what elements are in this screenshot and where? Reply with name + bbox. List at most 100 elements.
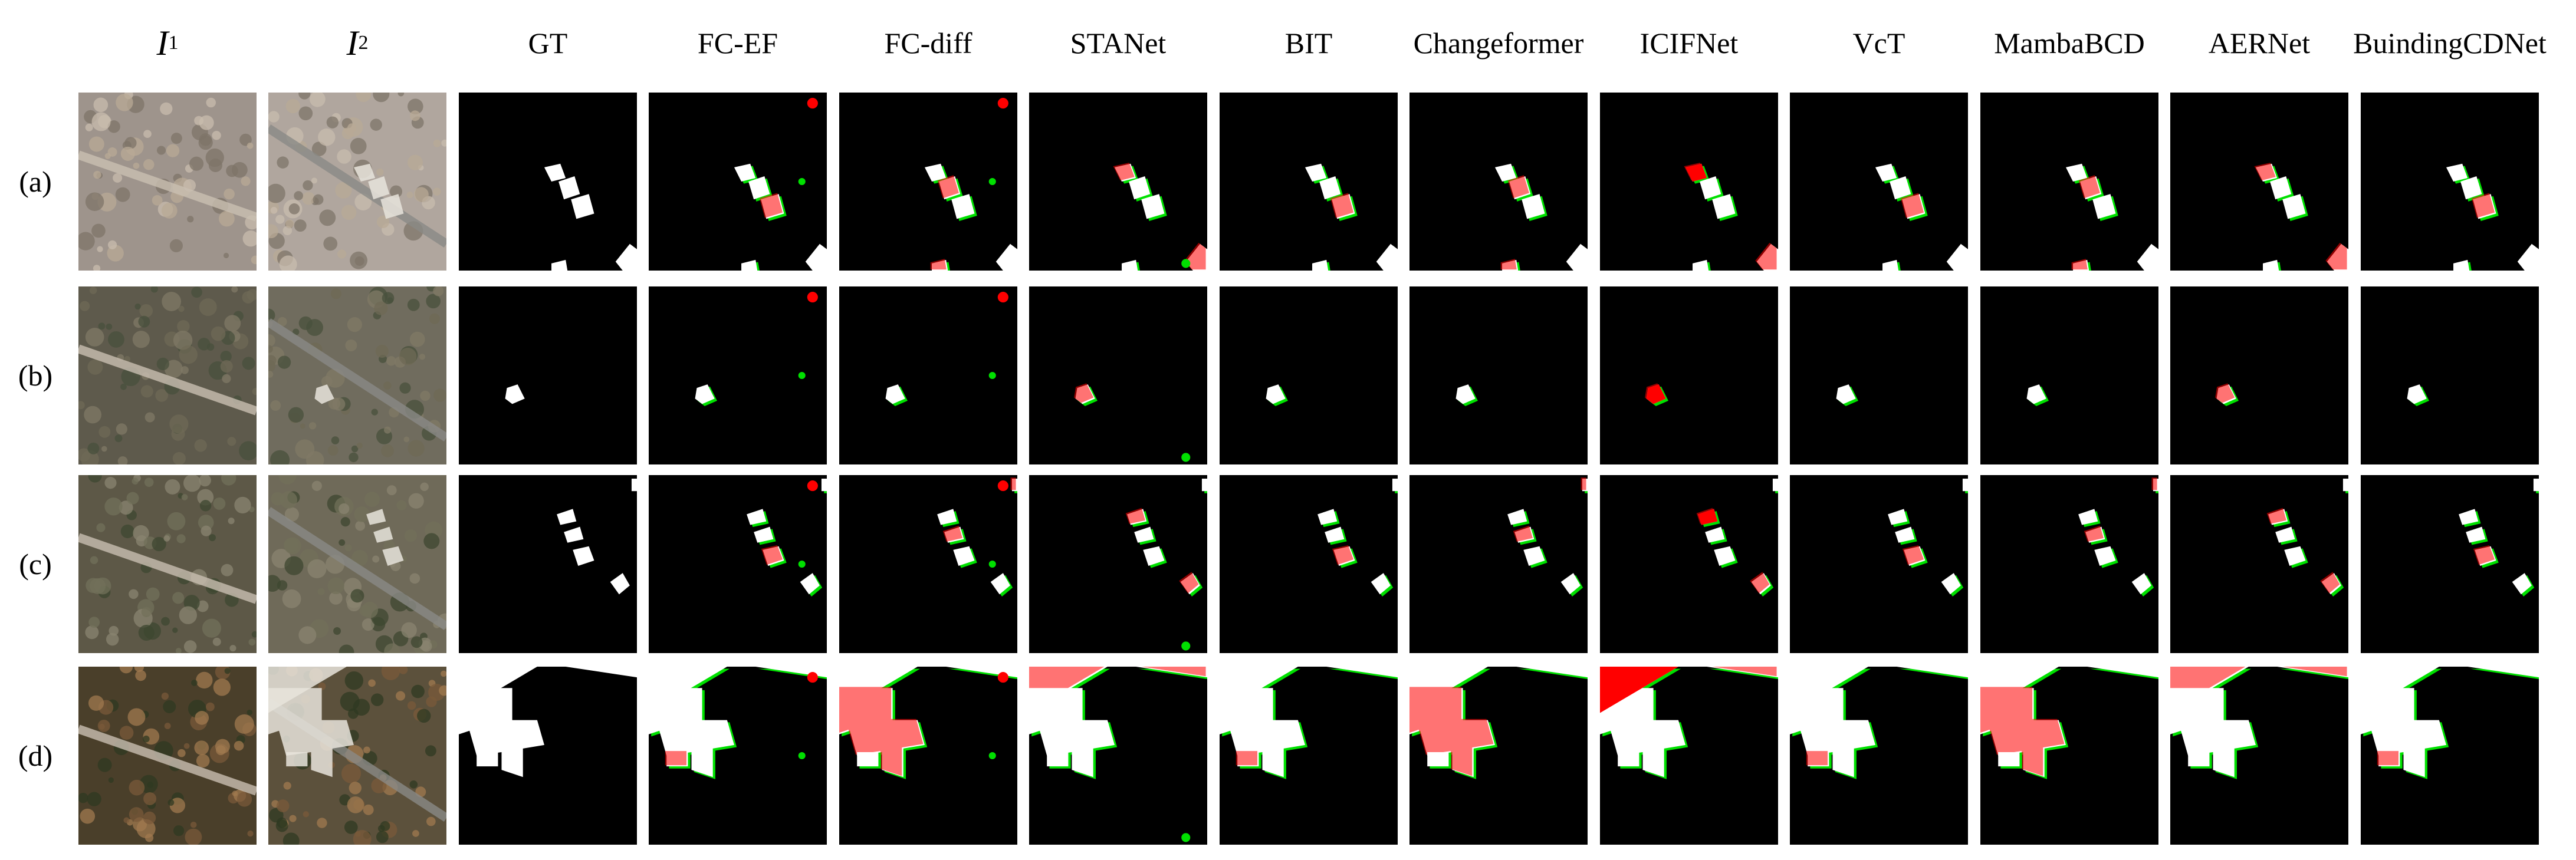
binary-change-map-icon xyxy=(1220,93,1398,271)
tile-b-buindingcdnet xyxy=(2361,286,2539,464)
tile-c-image-2 xyxy=(268,475,446,653)
tile-d-bit xyxy=(1220,667,1398,845)
binary-change-map-icon xyxy=(839,475,1017,653)
tile-a-changeformer xyxy=(1409,93,1588,271)
binary-change-map-icon xyxy=(2170,93,2348,271)
tile-d-image-1 xyxy=(78,667,257,845)
tile-c-fc-diff xyxy=(839,475,1017,653)
binary-change-map-icon xyxy=(649,667,827,845)
header-bit: BIT xyxy=(1284,27,1333,60)
header-image-1-subscript: 1 xyxy=(168,32,179,54)
tile-c-gt xyxy=(459,475,637,653)
tile-a-icifnet xyxy=(1600,93,1778,271)
tile-d-image-2 xyxy=(268,667,446,845)
tile-a-image-1 xyxy=(78,93,257,271)
row-label-d: (d) xyxy=(18,739,53,772)
tile-d-fc-diff xyxy=(839,667,1017,845)
binary-change-map-icon xyxy=(1220,286,1398,464)
header-image-1-symbol: I xyxy=(156,23,169,62)
binary-change-map-icon xyxy=(459,475,637,653)
binary-change-map-icon xyxy=(2170,667,2348,845)
binary-change-map-icon xyxy=(1409,286,1588,464)
header-stanet: STANet xyxy=(1070,27,1167,60)
binary-change-map-icon xyxy=(1220,475,1398,653)
binary-change-map-icon xyxy=(1029,667,1207,845)
binary-change-map-icon xyxy=(1790,286,1968,464)
tile-c-aernet xyxy=(2170,475,2348,653)
aerial-photo-icon xyxy=(268,475,446,653)
row-label-a: (a) xyxy=(19,165,52,198)
binary-change-map-icon xyxy=(649,286,827,464)
row-label-c: (c) xyxy=(19,548,52,581)
header-gt: GT xyxy=(528,27,568,60)
tile-a-fc-diff xyxy=(839,93,1017,271)
tile-d-gt xyxy=(459,667,637,845)
binary-change-map-icon xyxy=(649,475,827,653)
tile-b-aernet xyxy=(2170,286,2348,464)
tile-a-gt xyxy=(459,93,637,271)
tile-b-fc-diff xyxy=(839,286,1017,464)
tile-b-image-1 xyxy=(78,286,257,464)
tile-c-mambabcd xyxy=(1980,475,2158,653)
tile-c-stanet xyxy=(1029,475,1207,653)
binary-change-map-icon xyxy=(1980,475,2158,653)
tile-d-mambabcd xyxy=(1980,667,2158,845)
aerial-photo-icon xyxy=(268,93,446,271)
binary-change-map-icon xyxy=(1409,475,1588,653)
header-buindingcdnet: BuindingCDNet xyxy=(2353,27,2547,60)
tile-b-gt xyxy=(459,286,637,464)
tile-d-aernet xyxy=(2170,667,2348,845)
tile-b-stanet xyxy=(1029,286,1207,464)
aerial-photo-icon xyxy=(78,286,257,464)
binary-change-map-icon xyxy=(1029,286,1207,464)
tile-b-bit xyxy=(1220,286,1398,464)
aerial-photo-icon xyxy=(268,667,446,845)
tile-a-vct xyxy=(1790,93,1968,271)
tile-c-image-1 xyxy=(78,475,257,653)
tile-b-fc-ef xyxy=(649,286,827,464)
binary-change-map-icon xyxy=(1600,93,1778,271)
binary-change-map-icon xyxy=(1600,475,1778,653)
binary-change-map-icon xyxy=(1790,475,1968,653)
header-image-2-subscript: 2 xyxy=(358,32,369,54)
tile-a-aernet xyxy=(2170,93,2348,271)
binary-change-map-icon xyxy=(839,667,1017,845)
tile-b-changeformer xyxy=(1409,286,1588,464)
binary-change-map-icon xyxy=(1790,667,1968,845)
header-fc-diff: FC-diff xyxy=(884,27,972,60)
aerial-photo-icon xyxy=(78,93,257,271)
binary-change-map-icon xyxy=(1980,93,2158,271)
tile-a-stanet xyxy=(1029,93,1207,271)
tile-c-icifnet xyxy=(1600,475,1778,653)
binary-change-map-icon xyxy=(459,286,637,464)
binary-change-map-icon xyxy=(1980,286,2158,464)
binary-change-map-icon xyxy=(459,667,637,845)
tile-b-mambabcd xyxy=(1980,286,2158,464)
tile-d-buindingcdnet xyxy=(2361,667,2539,845)
binary-change-map-icon xyxy=(649,93,827,271)
binary-change-map-icon xyxy=(1790,93,1968,271)
binary-change-map-icon xyxy=(1029,475,1207,653)
tile-c-changeformer xyxy=(1409,475,1588,653)
tile-d-stanet xyxy=(1029,667,1207,845)
tile-a-fc-ef xyxy=(649,93,827,271)
header-changeformer: Changeformer xyxy=(1413,27,1584,60)
binary-change-map-icon xyxy=(2170,286,2348,464)
header-image-2-symbol: I xyxy=(346,23,359,62)
binary-change-map-icon xyxy=(1220,667,1398,845)
binary-change-map-icon xyxy=(2361,475,2539,653)
binary-change-map-icon xyxy=(839,286,1017,464)
aerial-photo-icon xyxy=(78,667,257,845)
tile-a-image-2 xyxy=(268,93,446,271)
row-label-b: (b) xyxy=(18,359,53,392)
tile-a-mambabcd xyxy=(1980,93,2158,271)
aerial-photo-icon xyxy=(268,286,446,464)
tile-d-vct xyxy=(1790,667,1968,845)
header-fc-ef: FC-EF xyxy=(697,27,778,60)
tile-c-buindingcdnet xyxy=(2361,475,2539,653)
aerial-photo-icon xyxy=(78,475,257,653)
binary-change-map-icon xyxy=(2361,667,2539,845)
